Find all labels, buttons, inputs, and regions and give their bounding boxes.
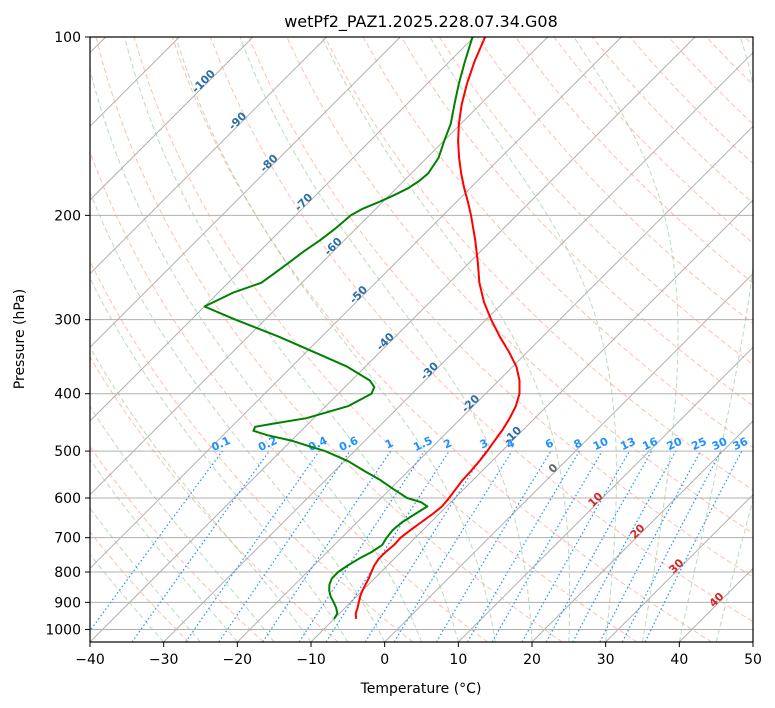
moist-adiabat xyxy=(573,37,679,642)
dry-adiabat xyxy=(171,37,712,642)
mixing-ratio-line xyxy=(644,450,743,642)
y-tick-label: 400 xyxy=(54,387,81,403)
mixing-ratio-label: 10 xyxy=(591,435,611,453)
dry-adiabat xyxy=(210,37,753,623)
mixing-ratio-line xyxy=(185,450,320,642)
mixing-ratio-line xyxy=(131,450,270,642)
moist-adiabat xyxy=(175,37,496,642)
moist-adiabat xyxy=(678,37,753,642)
dry-adiabat xyxy=(90,356,339,642)
y-tick-label: 800 xyxy=(54,565,81,581)
x-tick-label: 20 xyxy=(523,652,541,668)
dry-adiabat xyxy=(324,37,753,491)
isotherm xyxy=(163,51,753,642)
mixing-ratio-label: 36 xyxy=(731,435,751,453)
isotherm xyxy=(90,37,328,275)
dry-adiabat xyxy=(515,37,753,284)
moist-adiabat xyxy=(124,37,459,642)
dry-adiabat xyxy=(90,150,488,642)
moist-adiabat xyxy=(90,458,238,642)
isotherm xyxy=(236,125,753,642)
moist-adiabat xyxy=(715,498,753,642)
x-tick-label: 10 xyxy=(449,652,467,668)
isotherm xyxy=(90,37,549,496)
x-tick-label: −20 xyxy=(223,652,253,668)
moist-adiabat xyxy=(321,37,571,642)
mixing-ratio-line xyxy=(572,450,677,642)
isotherm xyxy=(384,272,753,642)
mixing-ratio-label: 20 xyxy=(665,435,685,453)
dry-adiabat xyxy=(133,37,638,642)
x-tick-label: −40 xyxy=(75,652,105,668)
y-tick-label: 900 xyxy=(54,595,81,611)
mixing-ratio-line xyxy=(90,450,223,632)
isotherm xyxy=(90,37,401,349)
y-axis: 1000 900 800 700 600 500 400 300 200 100 xyxy=(45,30,90,638)
isotherm xyxy=(90,37,475,422)
dry-adiabat xyxy=(248,37,753,578)
moist-adiabat xyxy=(90,507,201,642)
isotherm xyxy=(531,420,753,642)
moist-adiabat xyxy=(90,553,165,642)
x-axis-title: Temperature (°C) xyxy=(360,681,482,697)
plot-frame xyxy=(89,36,754,643)
y-axis-title: Pressure (hPa) xyxy=(12,289,28,389)
isotherm xyxy=(90,37,696,642)
mixing-ratio-line xyxy=(262,450,392,642)
moist-adiabat xyxy=(429,37,617,642)
temperature-profile xyxy=(354,37,521,619)
x-tick-label: 30 xyxy=(597,652,615,668)
isotherm xyxy=(310,199,753,642)
dry-adiabat xyxy=(90,531,190,642)
x-tick-label: 0 xyxy=(380,652,389,668)
y-tick-label: 200 xyxy=(54,208,81,224)
mixing-ratio-label: 25 xyxy=(689,435,708,453)
y-tick-label: 600 xyxy=(54,491,81,507)
moist-adiabat xyxy=(90,67,422,642)
plot-area: 0.1 0.2 0.4 0.6 1 1.5 2 3 4 6 8 10 13 16 20 25 30 36-100-… xyxy=(90,37,753,642)
dry-adiabat xyxy=(90,445,264,642)
moist-adiabat xyxy=(90,277,349,642)
y-tick-label: 100 xyxy=(54,30,81,46)
mixing-ratio-label: 13 xyxy=(618,435,637,453)
chart-title: wetPf2_PAZ1.2025.228.07.34.G08 xyxy=(284,12,558,32)
x-axis: −40 −30 −20 −10 0 10 20 30 40 50 xyxy=(75,642,762,668)
x-tick-label: 50 xyxy=(744,652,762,668)
isotherm xyxy=(605,493,753,642)
dry-adiabat xyxy=(438,37,753,366)
moist-adiabat xyxy=(239,37,533,642)
isotherm xyxy=(90,37,622,570)
mixing-ratio-line xyxy=(545,450,653,642)
mixing-ratio-label: 30 xyxy=(710,435,730,453)
x-tick-label: 40 xyxy=(670,652,688,668)
y-tick-label: 500 xyxy=(54,444,81,460)
x-tick-label: −10 xyxy=(296,652,326,668)
x-tick-label: −30 xyxy=(149,652,179,668)
dry-adiabat xyxy=(400,37,753,407)
isotherm xyxy=(457,346,753,642)
dewpoint-profile xyxy=(203,37,474,620)
y-tick-label: 300 xyxy=(54,313,81,329)
y-tick-label: 1000 xyxy=(45,622,81,638)
dry-adiabat xyxy=(95,37,563,642)
mixing-ratio-label: 16 xyxy=(640,435,660,453)
y-tick-label: 700 xyxy=(54,531,81,547)
isotherm xyxy=(90,37,254,201)
mixing-ratio-line xyxy=(218,450,351,642)
mixing-ratio-line xyxy=(393,450,513,642)
mixing-ratio-line xyxy=(521,450,631,642)
